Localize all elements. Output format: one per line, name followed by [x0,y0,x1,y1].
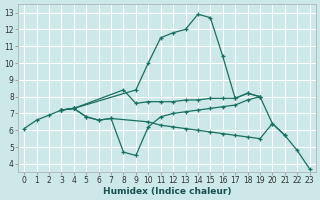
X-axis label: Humidex (Indice chaleur): Humidex (Indice chaleur) [103,187,231,196]
